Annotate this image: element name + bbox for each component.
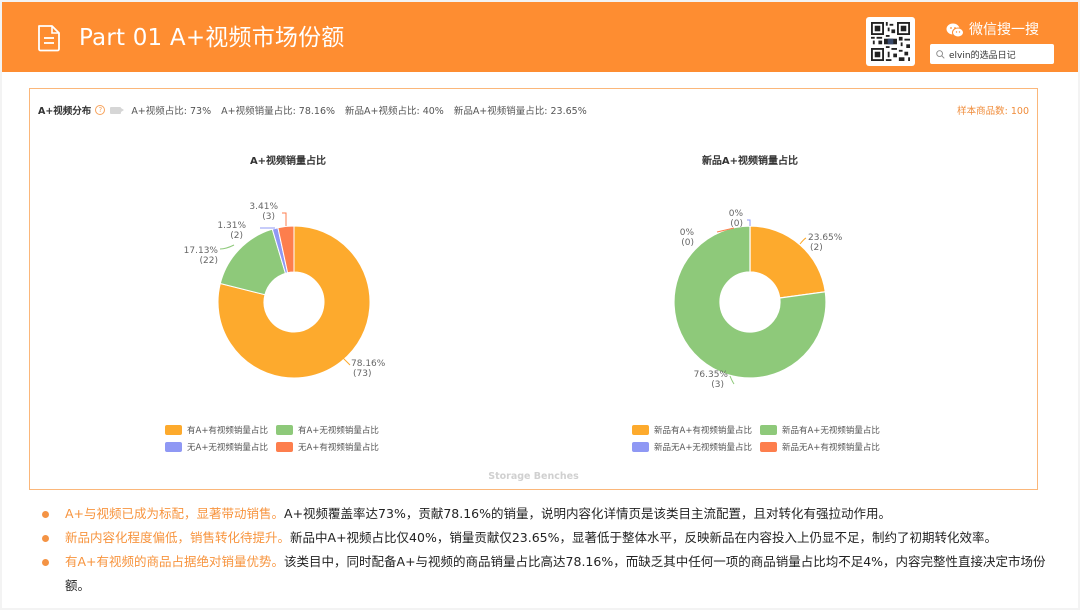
legend-item[interactable]: 新品无A+有视频销量占比 [759, 441, 880, 453]
wechat-search-label: 微信搜一搜 [946, 21, 1039, 39]
chart-title-left: A+视频销量占比 [249, 156, 327, 167]
count-left-2: (2) [230, 231, 243, 241]
legend-left: 有A+有视频销量占比 有A+无视频销量占比 无A+无视频销量占比 无A+有视频销… [165, 424, 379, 453]
swatch-blue [165, 442, 182, 452]
stat-video-sales-share: A+视频销量占比: 78.16% [221, 106, 336, 117]
label-left-3: 3.41% [249, 202, 278, 212]
stat-new-video-sales-share: 新品A+视频销量占比: 23.65% [453, 106, 587, 117]
wechat-icon [946, 23, 964, 37]
video-icon [110, 106, 125, 114]
donut-charts: 78.16% (73) 17.13% (22) 1.31% (2) 3.41% … [184, 202, 843, 390]
search-value: elvin的选品日记 [949, 50, 1016, 61]
count-right-2: (0) [730, 219, 743, 229]
legend-item[interactable]: 无A+有视频销量占比 [275, 441, 379, 453]
legend-item[interactable]: 新品有A+有视频销量占比 [632, 424, 752, 436]
legend-label: 新品无A+有视频销量占比 [781, 443, 880, 453]
wechat-label: 微信搜一搜 [969, 22, 1039, 38]
stat-video-share: A+视频占比: 73% [131, 106, 212, 117]
donut-left: 78.16% (73) 17.13% (22) 1.31% (2) 3.41% … [184, 202, 386, 379]
legend-item[interactable]: 新品无A+无视频销量占比 [632, 441, 752, 453]
watermark: Storage Benches [488, 471, 579, 482]
label-right-3: 0% [680, 228, 695, 238]
legend-item[interactable]: 有A+有视频销量占比 [165, 424, 268, 436]
swatch-red [275, 442, 293, 452]
chart-title-right: 新品A+视频销量占比 [701, 156, 799, 167]
insights-list: A+与视频已成为标配，显著带动销售。A+视频覆盖率达73%，贡献78.16%的销… [42, 502, 1052, 598]
swatch-orange [165, 425, 182, 435]
page-title: Part 01 A+视频市场份额 [79, 25, 345, 51]
stat-new-video-share: 新品A+视频占比: 40% [345, 106, 444, 117]
insight-highlight: A+与视频已成为标配，显著带动销售。 [65, 506, 285, 521]
legend-item[interactable]: 无A+无视频销量占比 [165, 441, 268, 453]
wechat-search-box[interactable]: elvin的选品日记 [930, 44, 1054, 64]
legend-label: 新品有A+有视频销量占比 [654, 426, 752, 436]
insight-item: 新品内容化程度偏低，销售转化待提升。新品中A+视频占比仅40%，销量贡献仅23.… [42, 526, 1052, 550]
panel-title: A+视频分布 [38, 106, 92, 117]
legend-label: 有A+无视频销量占比 [297, 426, 379, 436]
donut-right: 23.65% (2) 76.35% (3) 0% (0) 0% (0) [673, 209, 843, 390]
label-right-2: 0% [729, 209, 744, 219]
help-icon[interactable]: ? [95, 105, 106, 115]
insight-highlight: 新品内容化程度偏低，销售转化待提升。 [65, 530, 291, 545]
label-left-1: 17.13% [184, 246, 219, 256]
count-left-1: (22) [200, 256, 218, 266]
slice-right-0[interactable] [749, 225, 826, 299]
insight-text: A+视频覆盖率达73%，贡献78.16%的销量，说明内容化详情页是该类目主流配置… [284, 506, 892, 521]
label-left-2: 1.31% [217, 221, 246, 231]
count-left-3: (3) [262, 212, 275, 222]
legend-item[interactable]: 有A+无视频销量占比 [275, 424, 379, 436]
document-icon [38, 25, 60, 52]
label-left-0: 78.16% [351, 359, 386, 369]
swatch-green [275, 425, 293, 435]
panel-header: A+视频分布 ? A+视频占比: 73% A+视频销量占比: 78.16% 新品… [38, 103, 597, 117]
legend-label: 新品有A+无视频销量占比 [781, 426, 880, 436]
count-left-0: (73) [353, 369, 371, 379]
chart-panel: A+视频分布 ? A+视频占比: 73% A+视频销量占比: 78.16% 新品… [29, 88, 1038, 490]
insight-text: 该类目中，同时配备A+与视频的商品销量占比高达78.16%，而缺乏其中任何一项的… [65, 554, 1046, 593]
legend-label: 无A+有视频销量占比 [297, 443, 379, 453]
slice-left-0[interactable] [217, 225, 371, 379]
legend-label: 有A+有视频销量占比 [187, 426, 268, 436]
swatch-red [759, 442, 777, 452]
swatch-green [759, 425, 777, 435]
legend-right: 新品有A+有视频销量占比 新品有A+无视频销量占比 新品无A+无视频销量占比 新… [632, 424, 880, 453]
insight-item: 有A+有视频的商品占据绝对销量优势。该类目中，同时配备A+与视频的商品销量占比高… [42, 550, 1052, 598]
insight-highlight: 有A+有视频的商品占据绝对销量优势。 [65, 554, 285, 569]
legend-label: 新品无A+无视频销量占比 [654, 443, 752, 453]
swatch-orange [632, 425, 649, 435]
count-right-0: (2) [810, 243, 823, 253]
count-right-1: (3) [711, 380, 724, 390]
label-right-0: 23.65% [808, 233, 843, 243]
legend-item[interactable]: 新品有A+无视频销量占比 [759, 424, 880, 436]
qr-code-icon [871, 22, 910, 61]
slice-left-3[interactable] [277, 225, 295, 274]
qr-code [866, 17, 915, 66]
search-icon [936, 49, 945, 59]
insight-item: A+与视频已成为标配，显著带动销售。A+视频覆盖率达73%，贡献78.16%的销… [42, 502, 1052, 526]
slice-right-1[interactable] [673, 225, 827, 379]
swatch-blue [632, 442, 649, 452]
count-right-3: (0) [681, 238, 694, 248]
sample-count: 样本商品数: 100 [957, 106, 1029, 117]
header-bar: Part 01 A+视频市场份额 [2, 2, 1078, 72]
label-right-1: 76.35% [694, 370, 729, 380]
insight-text: 新品中A+视频占比仅40%，销量贡献仅23.65%，显著低于整体水平，反映新品在… [290, 530, 997, 545]
legend-label: 无A+无视频销量占比 [187, 443, 268, 453]
